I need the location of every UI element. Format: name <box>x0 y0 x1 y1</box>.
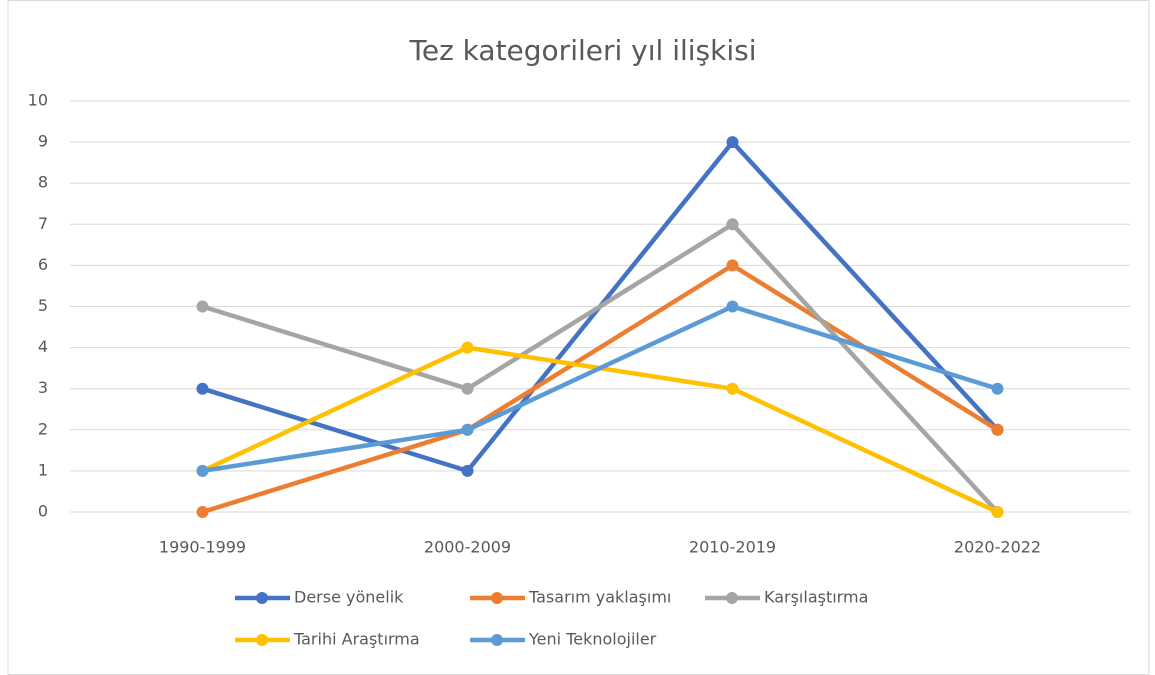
data-point <box>461 423 474 436</box>
y-tick-label: 2 <box>38 419 48 438</box>
data-point <box>461 341 474 354</box>
legend-label: Yeni Teknolojiler <box>528 630 657 649</box>
data-point <box>726 218 739 231</box>
y-tick-label: 1 <box>38 460 48 479</box>
data-point <box>196 506 209 518</box>
y-tick-label: 7 <box>38 214 48 233</box>
y-tick-label: 3 <box>38 378 48 397</box>
x-tick-label: 1990-1999 <box>159 538 246 557</box>
legend-marker <box>491 634 503 646</box>
x-tick-label: 2010-2019 <box>689 538 776 557</box>
data-point <box>991 506 1004 518</box>
data-point <box>196 464 209 477</box>
data-point <box>461 382 474 395</box>
legend-marker <box>726 592 738 604</box>
data-point <box>196 300 209 313</box>
legend-label: Karşılaştırma <box>764 588 868 607</box>
y-tick-label: 4 <box>38 337 48 356</box>
data-point <box>726 136 739 149</box>
legend-label: Tarihi Araştırma <box>293 630 420 649</box>
x-tick-label: 2020-2022 <box>954 538 1041 557</box>
legend-marker <box>256 634 268 646</box>
y-tick-label: 9 <box>38 132 48 151</box>
data-point <box>726 300 739 313</box>
data-point <box>196 382 209 395</box>
data-point <box>991 382 1004 395</box>
chart-border <box>7 0 1150 675</box>
y-tick-label: 8 <box>38 173 48 192</box>
legend-label: Tasarım yaklaşımı <box>528 588 671 607</box>
y-tick-label: 6 <box>38 255 48 274</box>
chart-title: Tez kategorileri yıl ilişkisi <box>409 34 757 67</box>
legend-marker <box>491 592 503 604</box>
series-line <box>200 222 1000 515</box>
data-point <box>726 259 739 272</box>
legend-label: Derse yönelik <box>294 588 404 607</box>
y-tick-label: 10 <box>28 91 48 110</box>
data-point <box>461 464 474 477</box>
y-tick-label: 0 <box>38 502 48 521</box>
series-line <box>200 304 1000 474</box>
data-point <box>991 423 1004 436</box>
legend-marker <box>256 592 268 604</box>
y-tick-label: 5 <box>38 296 48 315</box>
x-tick-label: 2000-2009 <box>424 538 511 557</box>
data-point <box>726 382 739 395</box>
